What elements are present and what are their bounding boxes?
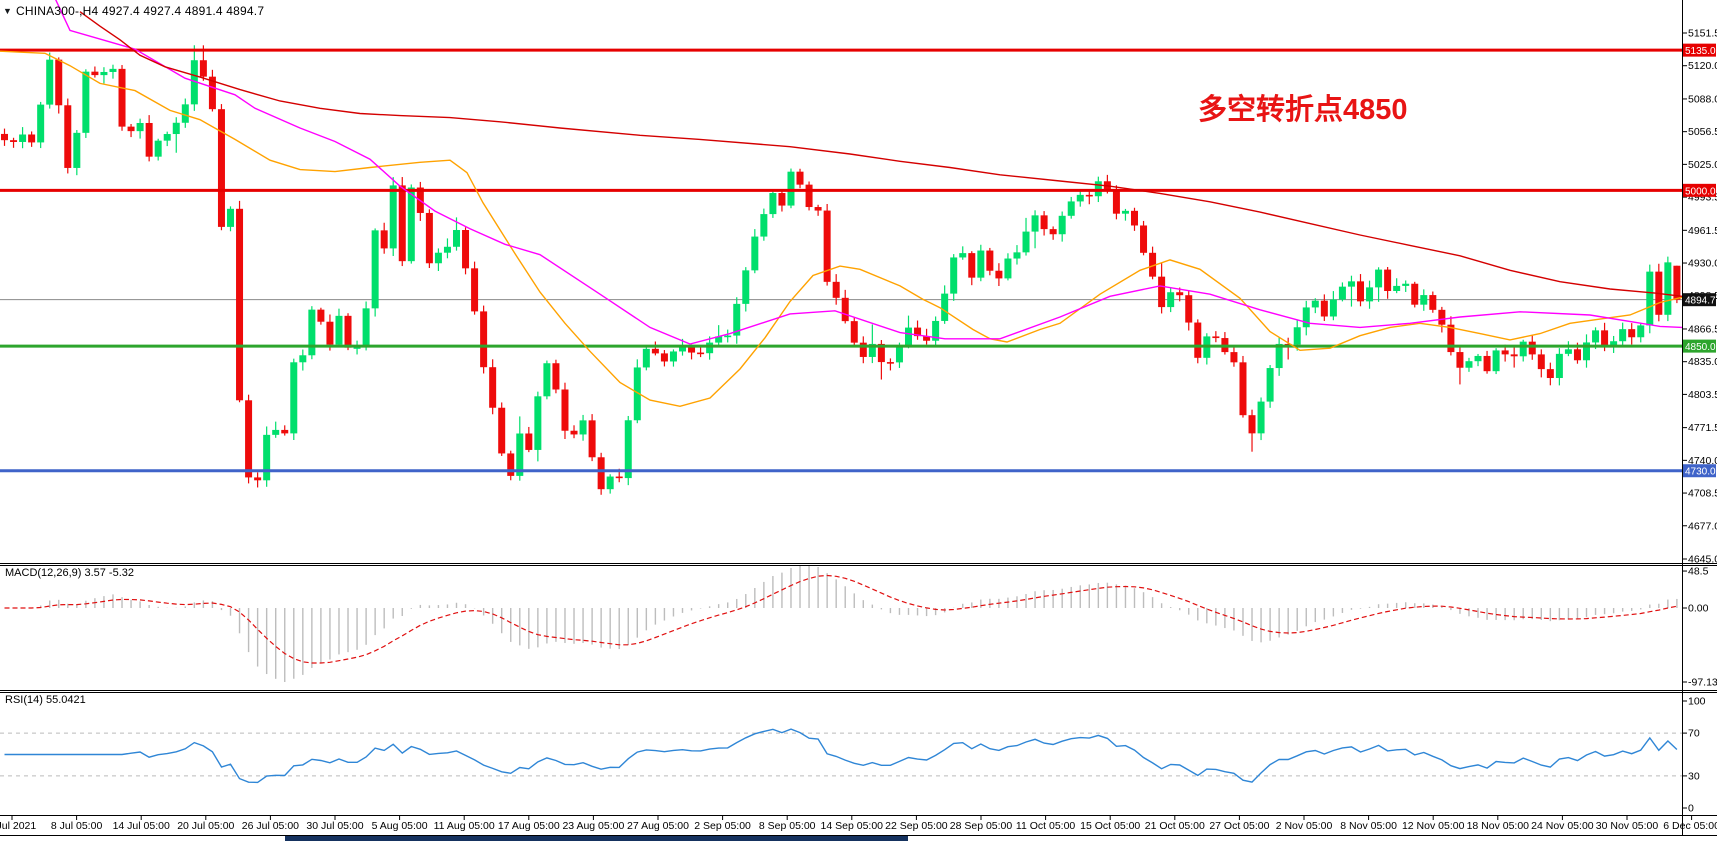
svg-text:4866.5: 4866.5	[1688, 323, 1717, 335]
chart-annotation-text: 多空转折点4850	[1198, 94, 1408, 126]
svg-text:4771.5: 4771.5	[1688, 422, 1717, 434]
svg-text:2 Nov 05:00: 2 Nov 05:00	[1276, 820, 1333, 832]
svg-text:2 Jul 2021: 2 Jul 2021	[0, 820, 36, 832]
svg-text:4835.0: 4835.0	[1688, 356, 1717, 368]
macd-histogram	[12, 565, 1678, 683]
macd-signal-line	[4, 574, 1678, 664]
svg-text:4645.0: 4645.0	[1688, 554, 1717, 566]
svg-text:4803.5: 4803.5	[1688, 389, 1717, 401]
svg-text:14 Jul 05:00: 14 Jul 05:00	[113, 820, 170, 832]
svg-text:5 Aug 05:00: 5 Aug 05:00	[372, 820, 428, 832]
svg-text:5135.0: 5135.0	[1685, 46, 1716, 57]
svg-text:5000.0: 5000.0	[1685, 186, 1716, 197]
svg-text:2 Sep 05:00: 2 Sep 05:00	[694, 820, 751, 832]
svg-text:5120.0: 5120.0	[1688, 60, 1717, 72]
svg-text:8 Sep 05:00: 8 Sep 05:00	[759, 820, 816, 832]
svg-text:5056.5: 5056.5	[1688, 126, 1717, 138]
svg-text:18 Nov 05:00: 18 Nov 05:00	[1467, 820, 1530, 832]
svg-text:24 Nov 05:00: 24 Nov 05:00	[1531, 820, 1594, 832]
svg-text:0: 0	[1688, 803, 1694, 815]
symbol-ohlc-values: 4927.4 4927.4 4891.4 4894.7	[101, 4, 265, 18]
svg-text:17 Aug 05:00: 17 Aug 05:00	[498, 820, 560, 832]
svg-text:4677.0: 4677.0	[1688, 520, 1717, 532]
svg-text:23 Aug 05:00: 23 Aug 05:00	[562, 820, 624, 832]
symbol-info-bar: CHINA300-,H4 4927.4 4927.4 4891.4 4894.7	[16, 4, 264, 18]
svg-text:-97.13: -97.13	[1688, 677, 1717, 689]
ma-orange-line	[0, 50, 1683, 408]
svg-text:27 Oct 05:00: 27 Oct 05:00	[1209, 820, 1269, 832]
svg-text:14 Sep 05:00: 14 Sep 05:00	[821, 820, 884, 832]
svg-text:26 Jul 05:00: 26 Jul 05:00	[242, 820, 299, 832]
svg-text:20 Jul 05:00: 20 Jul 05:00	[177, 820, 234, 832]
svg-text:30 Nov 05:00: 30 Nov 05:00	[1596, 820, 1659, 832]
svg-text:4708.5: 4708.5	[1688, 488, 1717, 500]
symbol-dropdown-icon[interactable]: ▼	[3, 6, 12, 16]
svg-text:4730.0: 4730.0	[1685, 467, 1716, 478]
svg-text:15 Oct 05:00: 15 Oct 05:00	[1080, 820, 1140, 832]
svg-text:12 Nov 05:00: 12 Nov 05:00	[1402, 820, 1465, 832]
svg-text:70: 70	[1688, 728, 1700, 740]
price-axis[interactable]: 5151.55120.05088.05056.55025.04993.54961…	[1682, 28, 1717, 566]
support-resistance-lines	[0, 48, 1682, 473]
svg-text:22 Sep 05:00: 22 Sep 05:00	[885, 820, 948, 832]
svg-text:0.00: 0.00	[1688, 603, 1709, 615]
svg-text:4961.5: 4961.5	[1688, 225, 1717, 237]
svg-text:4740.0: 4740.0	[1688, 455, 1717, 467]
svg-text:5088.0: 5088.0	[1688, 93, 1717, 105]
svg-text:28 Sep 05:00: 28 Sep 05:00	[950, 820, 1013, 832]
rsi-indicator-label: RSI(14) 55.0421	[5, 694, 86, 706]
svg-text:5151.5: 5151.5	[1688, 28, 1717, 40]
bottom-taskbar-strip	[285, 836, 908, 841]
svg-text:11 Oct 05:00: 11 Oct 05:00	[1016, 820, 1076, 832]
svg-text:5025.0: 5025.0	[1688, 159, 1717, 171]
price-axis-badges: 5135.0 5000.0 4850.0 4730.0 4894.7	[1683, 43, 1716, 478]
svg-text:21 Oct 05:00: 21 Oct 05:00	[1145, 820, 1205, 832]
macd-indicator-label: MACD(12,26,9) 3.57 -5.32	[5, 567, 135, 579]
svg-text:100: 100	[1688, 696, 1706, 708]
svg-text:8 Jul 05:00: 8 Jul 05:00	[51, 820, 103, 832]
svg-text:6 Dec 05:00: 6 Dec 05:00	[1663, 820, 1717, 832]
svg-text:30: 30	[1688, 770, 1700, 782]
svg-text:4850.0: 4850.0	[1685, 342, 1716, 353]
symbol-name: CHINA300-,H4	[16, 4, 99, 18]
svg-text:4930.0: 4930.0	[1688, 258, 1717, 270]
ma-magenta-line	[55, 0, 1683, 345]
svg-text:30 Jul 05:00: 30 Jul 05:00	[306, 820, 363, 832]
time-axis[interactable]: 2 Jul 2021 8 Jul 05:00 14 Jul 05:00 20 Jul …	[0, 816, 1717, 832]
svg-text:48.5: 48.5	[1688, 566, 1709, 578]
svg-text:8 Nov 05:00: 8 Nov 05:00	[1340, 820, 1397, 832]
macd-axis[interactable]: 48.5 0.00 -97.13	[1682, 566, 1717, 689]
candlestick-layer	[1, 45, 1681, 495]
rsi-axis[interactable]: 100 70 30 0	[1682, 696, 1706, 815]
svg-text:27 Aug 05:00: 27 Aug 05:00	[627, 820, 689, 832]
svg-text:4894.7: 4894.7	[1685, 296, 1716, 307]
svg-text:11 Aug 05:00: 11 Aug 05:00	[434, 820, 495, 832]
ma-red-line	[79, 11, 1683, 297]
rsi-line	[4, 728, 1678, 784]
